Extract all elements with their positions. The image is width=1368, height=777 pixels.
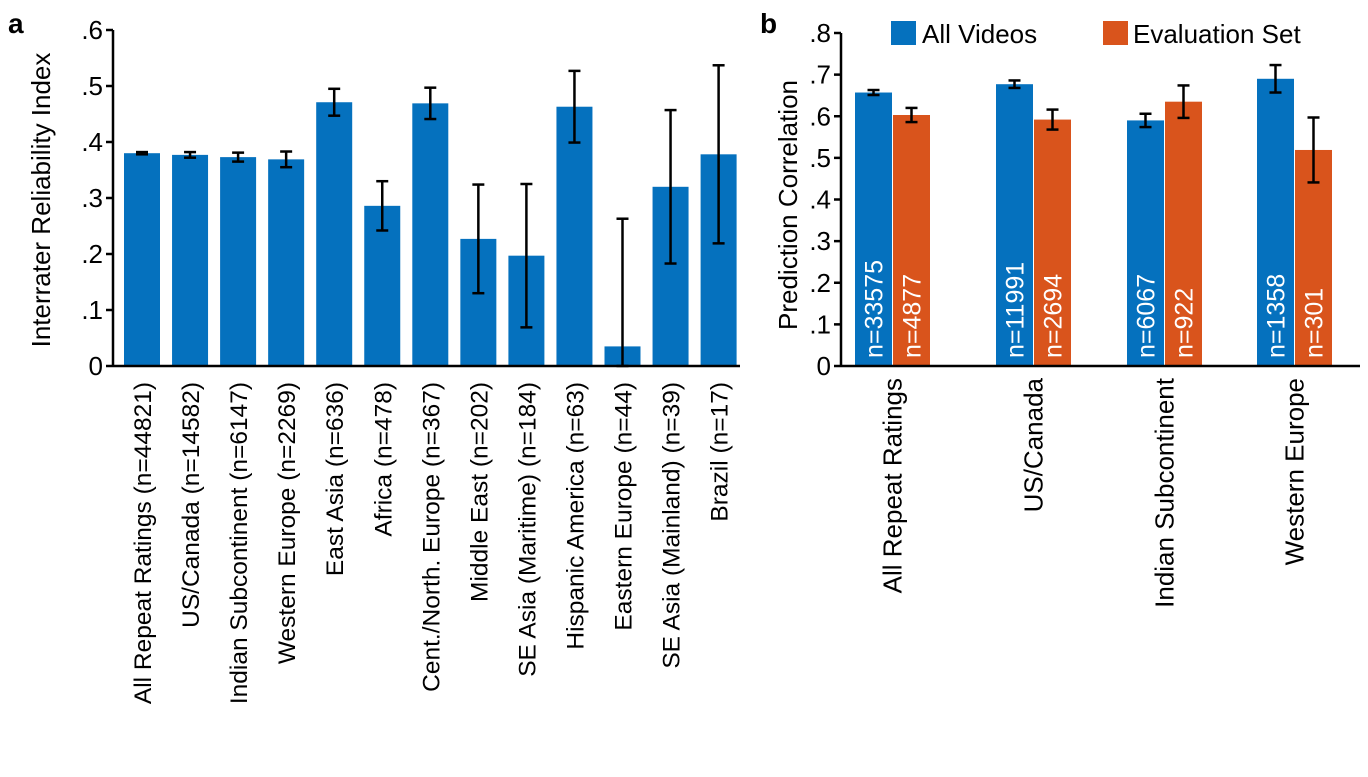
panel-b-error-bar-2-1 bbox=[1177, 84, 1190, 120]
panel-b-bar-0-1 bbox=[893, 115, 930, 366]
panel-a-category-label-12: Brazil (n=17) bbox=[707, 382, 734, 522]
panel-b-letter: b bbox=[760, 8, 777, 39]
panel-a-category-label-1: US/Canada (n=14582) bbox=[178, 382, 205, 628]
panel-b-category-label-0: All Repeat Ratings bbox=[878, 378, 908, 593]
panel-a-category-label-7: Middle East (n=202) bbox=[466, 382, 493, 602]
panel-b-error-bar-2-0 bbox=[1139, 112, 1152, 129]
panel-a-error-bar-10 bbox=[616, 217, 629, 368]
panel-a-error-bar-8 bbox=[520, 182, 533, 329]
panel-b-y-axis-title: Prediction Correlation bbox=[773, 80, 803, 330]
panel-a-bar-6 bbox=[412, 103, 449, 367]
panel-a-bar-4 bbox=[316, 102, 353, 367]
panel-b-y-tick-label-7: .7 bbox=[809, 60, 831, 90]
panel-a-y-tick-label-4: .4 bbox=[81, 127, 103, 157]
panel-a-y-tick-label-1: .1 bbox=[81, 295, 103, 325]
panel-a-error-bar-1 bbox=[184, 150, 197, 159]
panel-b-y-tick-label-1: .1 bbox=[809, 309, 831, 339]
panel-a-error-bars bbox=[136, 64, 725, 368]
panel-a-category-label-4: East Asia (n=636) bbox=[322, 382, 349, 576]
panel-b-y-tick-label-2: .2 bbox=[809, 268, 831, 298]
panel-a-y-tick-label-5: .5 bbox=[81, 71, 103, 101]
panel-a-error-bar-4 bbox=[328, 87, 341, 117]
panel-a-error-bar-2 bbox=[232, 151, 245, 163]
panel-a-y-axis-title: Interrater Reliability Index bbox=[26, 53, 56, 348]
panel-a-error-bar-3 bbox=[280, 150, 293, 169]
panel-b-category-labels: All Repeat Ratings US/Canada Indian Subcon… bbox=[878, 377, 1310, 608]
panel-a-category-label-10: Eastern Europe (n=44) bbox=[611, 382, 638, 631]
panel-a-error-bar-9 bbox=[568, 69, 581, 144]
panel-a-category-labels: All Repeat Ratings (n=44821) US/Canada (n… bbox=[130, 382, 734, 704]
panel-b-legend-label-1: Evaluation Set bbox=[1133, 19, 1301, 49]
panel-a-chart: a Interrater Reliability Index 0 .1 .2 .3 .4… bbox=[8, 8, 740, 704]
panel-b-error-bar-1-0 bbox=[1008, 79, 1021, 90]
panel-b-legend-swatch-0 bbox=[891, 21, 916, 45]
panel-a-error-bar-7 bbox=[472, 183, 485, 295]
panel-a-error-bar-6 bbox=[424, 86, 437, 121]
panel-b-y-tick-label-3: .3 bbox=[809, 226, 831, 256]
panel-a-category-label-3: Western Europe (n=2269) bbox=[274, 382, 301, 664]
panel-a-bar-1 bbox=[172, 154, 209, 366]
panel-b-bar-labels: n=33575 n=4877 n=11991 n=2694 n=6067 n=922 n=1… bbox=[861, 260, 1329, 358]
panel-b-bar-2-1 bbox=[1165, 101, 1202, 367]
panel-b-legend-label-0: All Videos bbox=[922, 19, 1037, 49]
panel-b-error-bars bbox=[867, 63, 1320, 184]
panel-a-category-label-5: Africa (n=478) bbox=[370, 382, 397, 537]
panel-a-bar-5 bbox=[364, 205, 401, 366]
panel-b-bar-1-1 bbox=[1034, 119, 1071, 366]
panel-a-error-bar-11 bbox=[664, 108, 677, 265]
panel-b-error-bar-0-1 bbox=[905, 106, 918, 124]
panel-a-bars bbox=[124, 102, 737, 367]
panel-b-y-tick-label-4: .4 bbox=[809, 185, 831, 215]
panel-b-y-tick-label-6: .6 bbox=[809, 101, 831, 131]
panel-b-error-bar-1-1 bbox=[1046, 108, 1059, 131]
panel-b-bar-label-2-1: n=922 bbox=[1171, 288, 1199, 358]
panel-b-y-tick-label-0: 0 bbox=[817, 351, 831, 381]
panel-a-category-label-6: Cent./North. Europe (n=367) bbox=[418, 382, 445, 692]
panel-b-bar-label-3-0: n=1358 bbox=[1263, 274, 1291, 358]
panel-a-letter: a bbox=[8, 8, 24, 39]
panel-b-bar-3-0 bbox=[1257, 78, 1294, 366]
panel-a-error-bar-12 bbox=[712, 64, 725, 245]
panel-a-y-tick-label-0: 0 bbox=[89, 351, 103, 381]
panel-b-error-bar-3-0 bbox=[1269, 63, 1282, 94]
panel-b-bar-label-3-1: n=301 bbox=[1301, 288, 1329, 358]
panel-b-bar-label-0-1: n=4877 bbox=[899, 274, 927, 358]
panel-b-y-tick-label-5: .5 bbox=[809, 143, 831, 173]
panel-a-bar-0 bbox=[124, 153, 160, 366]
panel-b-bar-0-0 bbox=[855, 92, 892, 367]
panel-b-bar-label-0-0: n=33575 bbox=[861, 260, 889, 358]
panel-b-bar-1-0 bbox=[996, 84, 1033, 366]
panel-a-y-tick-label-6: .6 bbox=[81, 15, 103, 45]
panel-b-bar-label-2-0: n=6067 bbox=[1133, 274, 1161, 358]
panel-b-legend: All Videos Evaluation Set bbox=[891, 19, 1301, 49]
panel-a-category-label-9: Hispanic America (n=63) bbox=[562, 382, 589, 650]
panel-a-error-bar-0 bbox=[136, 150, 148, 156]
panel-a-y-tick-label-3: .3 bbox=[81, 183, 103, 213]
panel-b-legend-swatch-1 bbox=[1103, 21, 1128, 45]
panel-b-error-bar-0-0 bbox=[867, 88, 880, 97]
panel-a-bar-2 bbox=[220, 157, 257, 366]
panel-a-category-label-0: All Repeat Ratings (n=44821) bbox=[130, 382, 157, 704]
panel-b-y-tick-label-8: .8 bbox=[809, 18, 831, 48]
panel-b-category-label-1: US/Canada bbox=[1019, 377, 1049, 512]
panel-a-category-label-2: Indian Subcontinent (n=6147) bbox=[226, 382, 253, 704]
panel-a-bar-9 bbox=[556, 106, 593, 366]
panel-b-chart: b Prediction Correlation All Videos Evalu… bbox=[760, 8, 1360, 608]
panel-a-y-ticks: 0 .1 .2 .3 .4 .5 .6 bbox=[81, 15, 113, 381]
panel-b-bars bbox=[855, 78, 1332, 367]
panel-a-y-tick-label-2: .2 bbox=[81, 239, 103, 269]
panel-b-bar-label-1-0: n=11991 bbox=[1002, 262, 1030, 358]
panel-b-category-label-3: Western Europe bbox=[1280, 378, 1310, 565]
panel-b-bar-3-1 bbox=[1295, 149, 1332, 366]
panel-a-bar-3 bbox=[268, 159, 305, 366]
panel-a-category-label-8: SE Asia (Maritime) (n=184) bbox=[514, 382, 541, 677]
panel-b-y-ticks: 0 .1 .2 .3 .4 .5 .6 .7 .8 bbox=[809, 18, 841, 381]
panel-b-bar-2-0 bbox=[1127, 120, 1164, 366]
panel-b-error-bar-3-1 bbox=[1307, 116, 1320, 184]
panel-a-error-bar-5 bbox=[376, 179, 389, 232]
panel-b-category-label-2: Indian Subcontinent bbox=[1150, 377, 1180, 608]
panel-b-bar-label-1-1: n=2694 bbox=[1040, 274, 1068, 358]
panel-a-category-label-11: SE Asia (Mainland) (n=39) bbox=[659, 382, 686, 669]
